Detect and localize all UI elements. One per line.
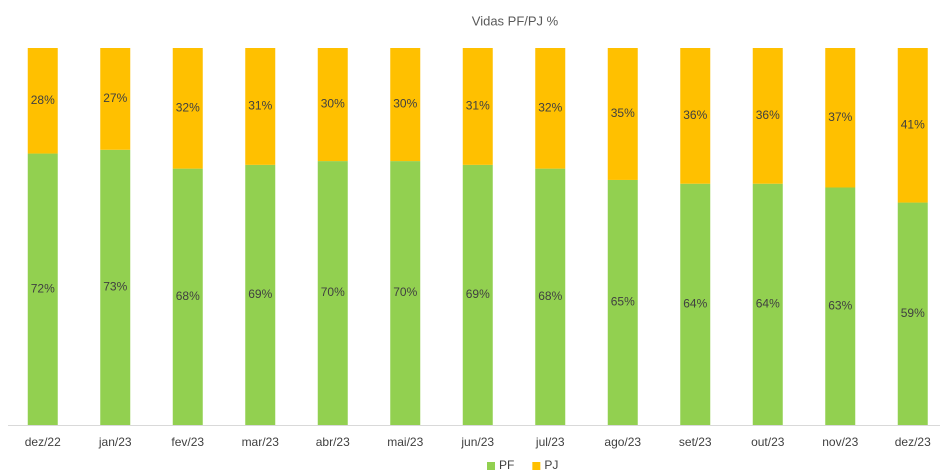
data-label: 31% xyxy=(466,99,490,113)
bar-segment xyxy=(897,48,928,203)
x-tick-label: set/23 xyxy=(679,435,712,449)
data-label: 65% xyxy=(611,295,635,309)
data-label: 59% xyxy=(901,306,925,320)
data-label: 72% xyxy=(31,281,55,295)
x-tick-label: jun/23 xyxy=(460,435,494,449)
x-tick-label: jul/23 xyxy=(535,435,565,449)
bar-segment xyxy=(100,149,131,426)
bar-segment xyxy=(535,48,566,169)
bar-segment xyxy=(27,153,58,425)
data-label: 27% xyxy=(103,91,127,105)
bar-segment xyxy=(680,183,711,425)
bar-segment xyxy=(100,48,131,150)
data-label: 73% xyxy=(103,280,127,294)
bar-segment xyxy=(317,161,348,425)
bar-segment xyxy=(390,161,421,425)
x-tick-label: ago/23 xyxy=(604,435,641,449)
chart-title: Vidas PF/PJ % xyxy=(472,13,559,28)
data-label: 64% xyxy=(756,297,780,311)
data-label: 36% xyxy=(683,108,707,122)
bar-segment xyxy=(825,187,856,425)
x-tick-label: mar/23 xyxy=(242,435,280,449)
data-label: 68% xyxy=(176,289,200,303)
data-label: 70% xyxy=(393,285,417,299)
legend-label: PF xyxy=(499,458,514,472)
bar-segment xyxy=(752,183,783,425)
data-label: 30% xyxy=(321,97,345,111)
bar-segment xyxy=(897,202,928,425)
data-label: 68% xyxy=(538,289,562,303)
data-label: 41% xyxy=(901,117,925,131)
bar-segment xyxy=(607,179,638,425)
data-label: 37% xyxy=(828,110,852,124)
data-label: 69% xyxy=(248,287,272,301)
bar-segment xyxy=(752,48,783,184)
bar-segment xyxy=(680,48,711,184)
data-label: 36% xyxy=(756,108,780,122)
bar-segment xyxy=(245,164,276,425)
data-label: 31% xyxy=(248,99,272,113)
legend-label: PJ xyxy=(544,458,558,472)
bar-segment xyxy=(172,48,203,169)
x-tick-label: jan/23 xyxy=(98,435,132,449)
bar-segment xyxy=(535,168,566,425)
legend-swatch xyxy=(532,462,541,470)
bar-segment xyxy=(825,48,856,188)
x-tick-label: nov/23 xyxy=(822,435,858,449)
data-label: 70% xyxy=(321,285,345,299)
legend-swatch xyxy=(487,462,495,470)
bar-segment xyxy=(607,48,638,180)
data-label: 64% xyxy=(683,297,707,311)
bar-segment xyxy=(462,164,493,425)
bar-segment xyxy=(462,48,493,165)
data-label: 32% xyxy=(176,100,200,114)
data-label: 69% xyxy=(466,287,490,301)
bar-segment xyxy=(245,48,276,165)
data-label: 28% xyxy=(31,93,55,107)
x-tick-label: out/23 xyxy=(751,435,785,449)
data-label: 32% xyxy=(538,100,562,114)
x-tick-label: fev/23 xyxy=(171,435,204,449)
x-tick-label: abr/23 xyxy=(316,435,350,449)
bar-segment xyxy=(390,48,421,162)
bar-segment xyxy=(27,48,58,154)
data-label: 63% xyxy=(828,298,852,312)
data-label: 30% xyxy=(393,97,417,111)
x-tick-label: mai/23 xyxy=(387,435,423,449)
x-tick-label: dez/22 xyxy=(25,435,61,449)
bar-segment xyxy=(172,168,203,425)
data-label: 35% xyxy=(611,106,635,120)
x-tick-label: dez/23 xyxy=(895,435,931,449)
bar-segment xyxy=(317,48,348,162)
